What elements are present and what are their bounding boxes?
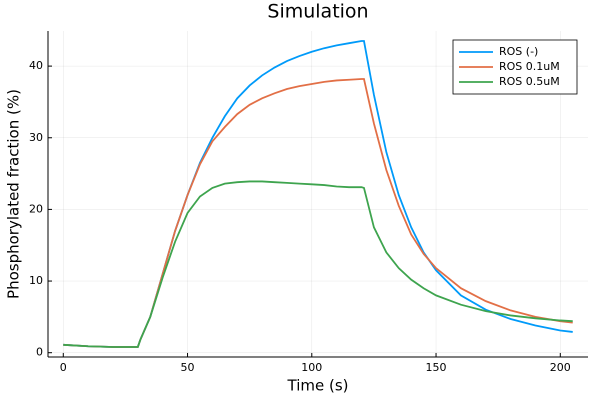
x-tick-label: 50 <box>181 361 195 374</box>
line <box>63 180 573 348</box>
legend-label: ROS (-) <box>499 45 538 58</box>
legend-label: ROS 0.5uM <box>499 75 560 88</box>
x-tick-label: 150 <box>426 361 447 374</box>
legend-label: ROS 0.1uM <box>499 60 560 73</box>
y-tick-label: 20 <box>29 202 43 215</box>
x-axis-label: Time (s) <box>287 377 349 395</box>
y-tick-label: 0 <box>36 346 43 359</box>
x-tick-label: 200 <box>550 361 571 374</box>
line <box>63 78 573 348</box>
y-axis-label: Phosphorylated fraction (%) <box>5 89 23 299</box>
y-tick-label: 40 <box>29 59 43 72</box>
x-tick-label: 100 <box>301 361 322 374</box>
y-tick-label: 10 <box>29 274 43 287</box>
x-tick-label: 0 <box>60 361 67 374</box>
y-tick-label: 30 <box>29 131 43 144</box>
chart-title: Simulation <box>267 1 368 23</box>
